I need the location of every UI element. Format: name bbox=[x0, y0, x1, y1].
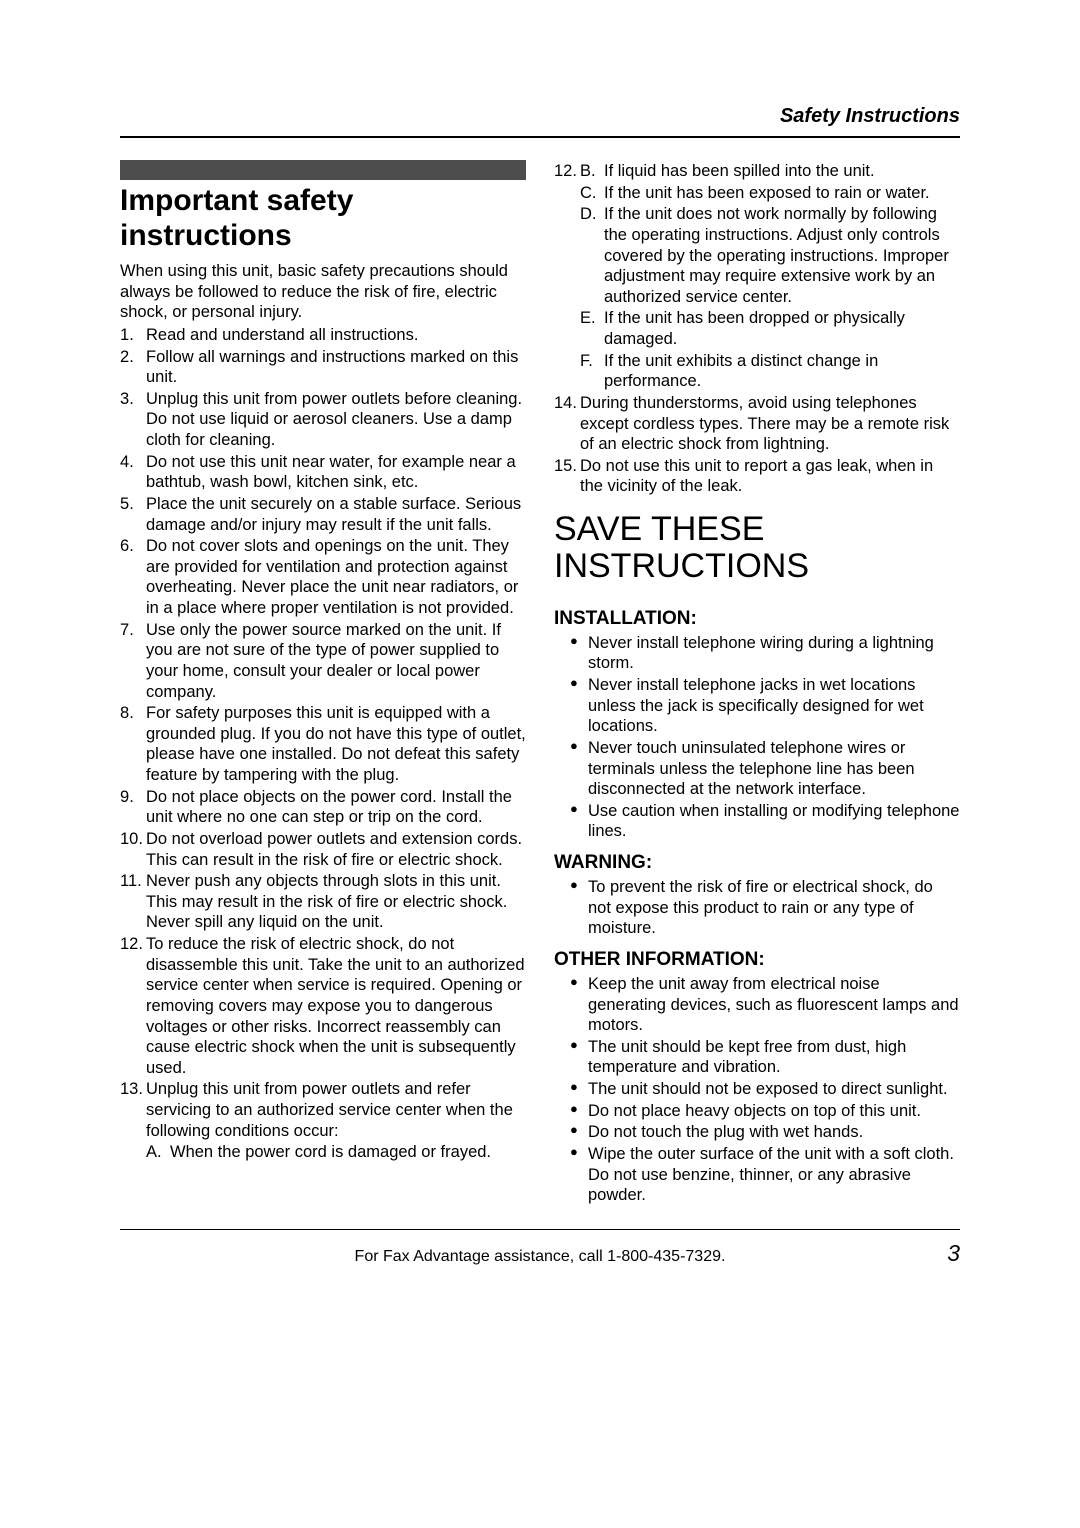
sub-list-cont: If liquid has been spilled into the unit… bbox=[580, 161, 960, 392]
other-info-heading: OTHER INFORMATION: bbox=[554, 949, 960, 971]
list-item: Do not touch the plug with wet hands. bbox=[572, 1122, 960, 1143]
two-column-layout: Important safety instructions When using… bbox=[120, 160, 960, 1207]
safety-list-cont: If liquid has been spilled into the unit… bbox=[554, 161, 960, 392]
right-column: If liquid has been spilled into the unit… bbox=[554, 160, 960, 1207]
list-item: Use only the power source marked on the … bbox=[120, 620, 526, 703]
list-item: Unplug this unit from power outlets and … bbox=[120, 1079, 526, 1163]
heading-bar bbox=[120, 160, 526, 180]
list-item: Do not use this unit near water, for exa… bbox=[120, 452, 526, 493]
list-item: To prevent the risk of fire or electrica… bbox=[572, 877, 960, 939]
list-item: Use caution when installing or modifying… bbox=[572, 801, 960, 842]
list-item: Do not place heavy objects on top of thi… bbox=[572, 1101, 960, 1122]
sub-list-item: When the power cord is damaged or frayed… bbox=[146, 1142, 526, 1163]
list-item: Wipe the outer surface of the unit with … bbox=[572, 1144, 960, 1206]
save-instructions-heading: SAVE THESE INSTRUCTIONS bbox=[554, 511, 960, 586]
list-item: Do not place objects on the power cord. … bbox=[120, 787, 526, 828]
list-item: Do not use this unit to report a gas lea… bbox=[554, 456, 960, 497]
left-column: Important safety instructions When using… bbox=[120, 160, 526, 1207]
safety-list: Read and understand all instructions. Fo… bbox=[120, 325, 526, 1163]
page-footer: For Fax Advantage assistance, call 1-800… bbox=[120, 1229, 960, 1267]
list-item: Never touch uninsulated telephone wires … bbox=[572, 738, 960, 800]
list-item: During thunderstorms, avoid using teleph… bbox=[554, 393, 960, 455]
page-number: 3 bbox=[930, 1240, 960, 1267]
list-item: For safety purposes this unit is equippe… bbox=[120, 703, 526, 786]
list-item: Never install telephone wiring during a … bbox=[572, 633, 960, 674]
other-info-list: Keep the unit away from electrical noise… bbox=[554, 974, 960, 1206]
list-item: Place the unit securely on a stable surf… bbox=[120, 494, 526, 535]
list-item: To reduce the risk of electric shock, do… bbox=[120, 934, 526, 1078]
list-item: Do not cover slots and openings on the u… bbox=[120, 536, 526, 619]
list-item: Follow all warnings and instructions mar… bbox=[120, 347, 526, 388]
warning-list: To prevent the risk of fire or electrica… bbox=[554, 877, 960, 939]
sub-list-item: If the unit has been exposed to rain or … bbox=[580, 183, 960, 204]
header-section-title: Safety Instructions bbox=[120, 105, 960, 138]
list-item: The unit should be kept free from dust, … bbox=[572, 1037, 960, 1078]
warning-heading: WARNING: bbox=[554, 852, 960, 874]
list-item: The unit should not be exposed to direct… bbox=[572, 1079, 960, 1100]
sub-list-item: If liquid has been spilled into the unit… bbox=[580, 161, 960, 182]
list-item: Read and understand all instructions. bbox=[120, 325, 526, 346]
list-item: Never push any objects through slots in … bbox=[120, 871, 526, 933]
sub-list-item: If the unit exhibits a distinct change i… bbox=[580, 351, 960, 392]
sub-list-item: If the unit does not work normally by fo… bbox=[580, 204, 960, 307]
document-page: Safety Instructions Important safety ins… bbox=[0, 0, 1080, 1327]
safety-list-14-15: During thunderstorms, avoid using teleph… bbox=[554, 393, 960, 497]
main-heading: Important safety instructions bbox=[120, 184, 526, 253]
sub-list: When the power cord is damaged or frayed… bbox=[146, 1142, 526, 1163]
list-item: If liquid has been spilled into the unit… bbox=[554, 161, 960, 392]
list-item: Never install telephone jacks in wet loc… bbox=[572, 675, 960, 737]
list-item: Do not overload power outlets and extens… bbox=[120, 829, 526, 870]
sub-list-item: If the unit has been dropped or physical… bbox=[580, 308, 960, 349]
installation-heading: INSTALLATION: bbox=[554, 608, 960, 630]
list-item: Unplug this unit from power outlets befo… bbox=[120, 389, 526, 451]
footer-text: For Fax Advantage assistance, call 1-800… bbox=[150, 1248, 930, 1266]
list-item: Keep the unit away from electrical noise… bbox=[572, 974, 960, 1036]
list-item-text: Unplug this unit from power outlets and … bbox=[146, 1080, 513, 1139]
intro-paragraph: When using this unit, basic safety preca… bbox=[120, 261, 526, 323]
installation-list: Never install telephone wiring during a … bbox=[554, 633, 960, 842]
